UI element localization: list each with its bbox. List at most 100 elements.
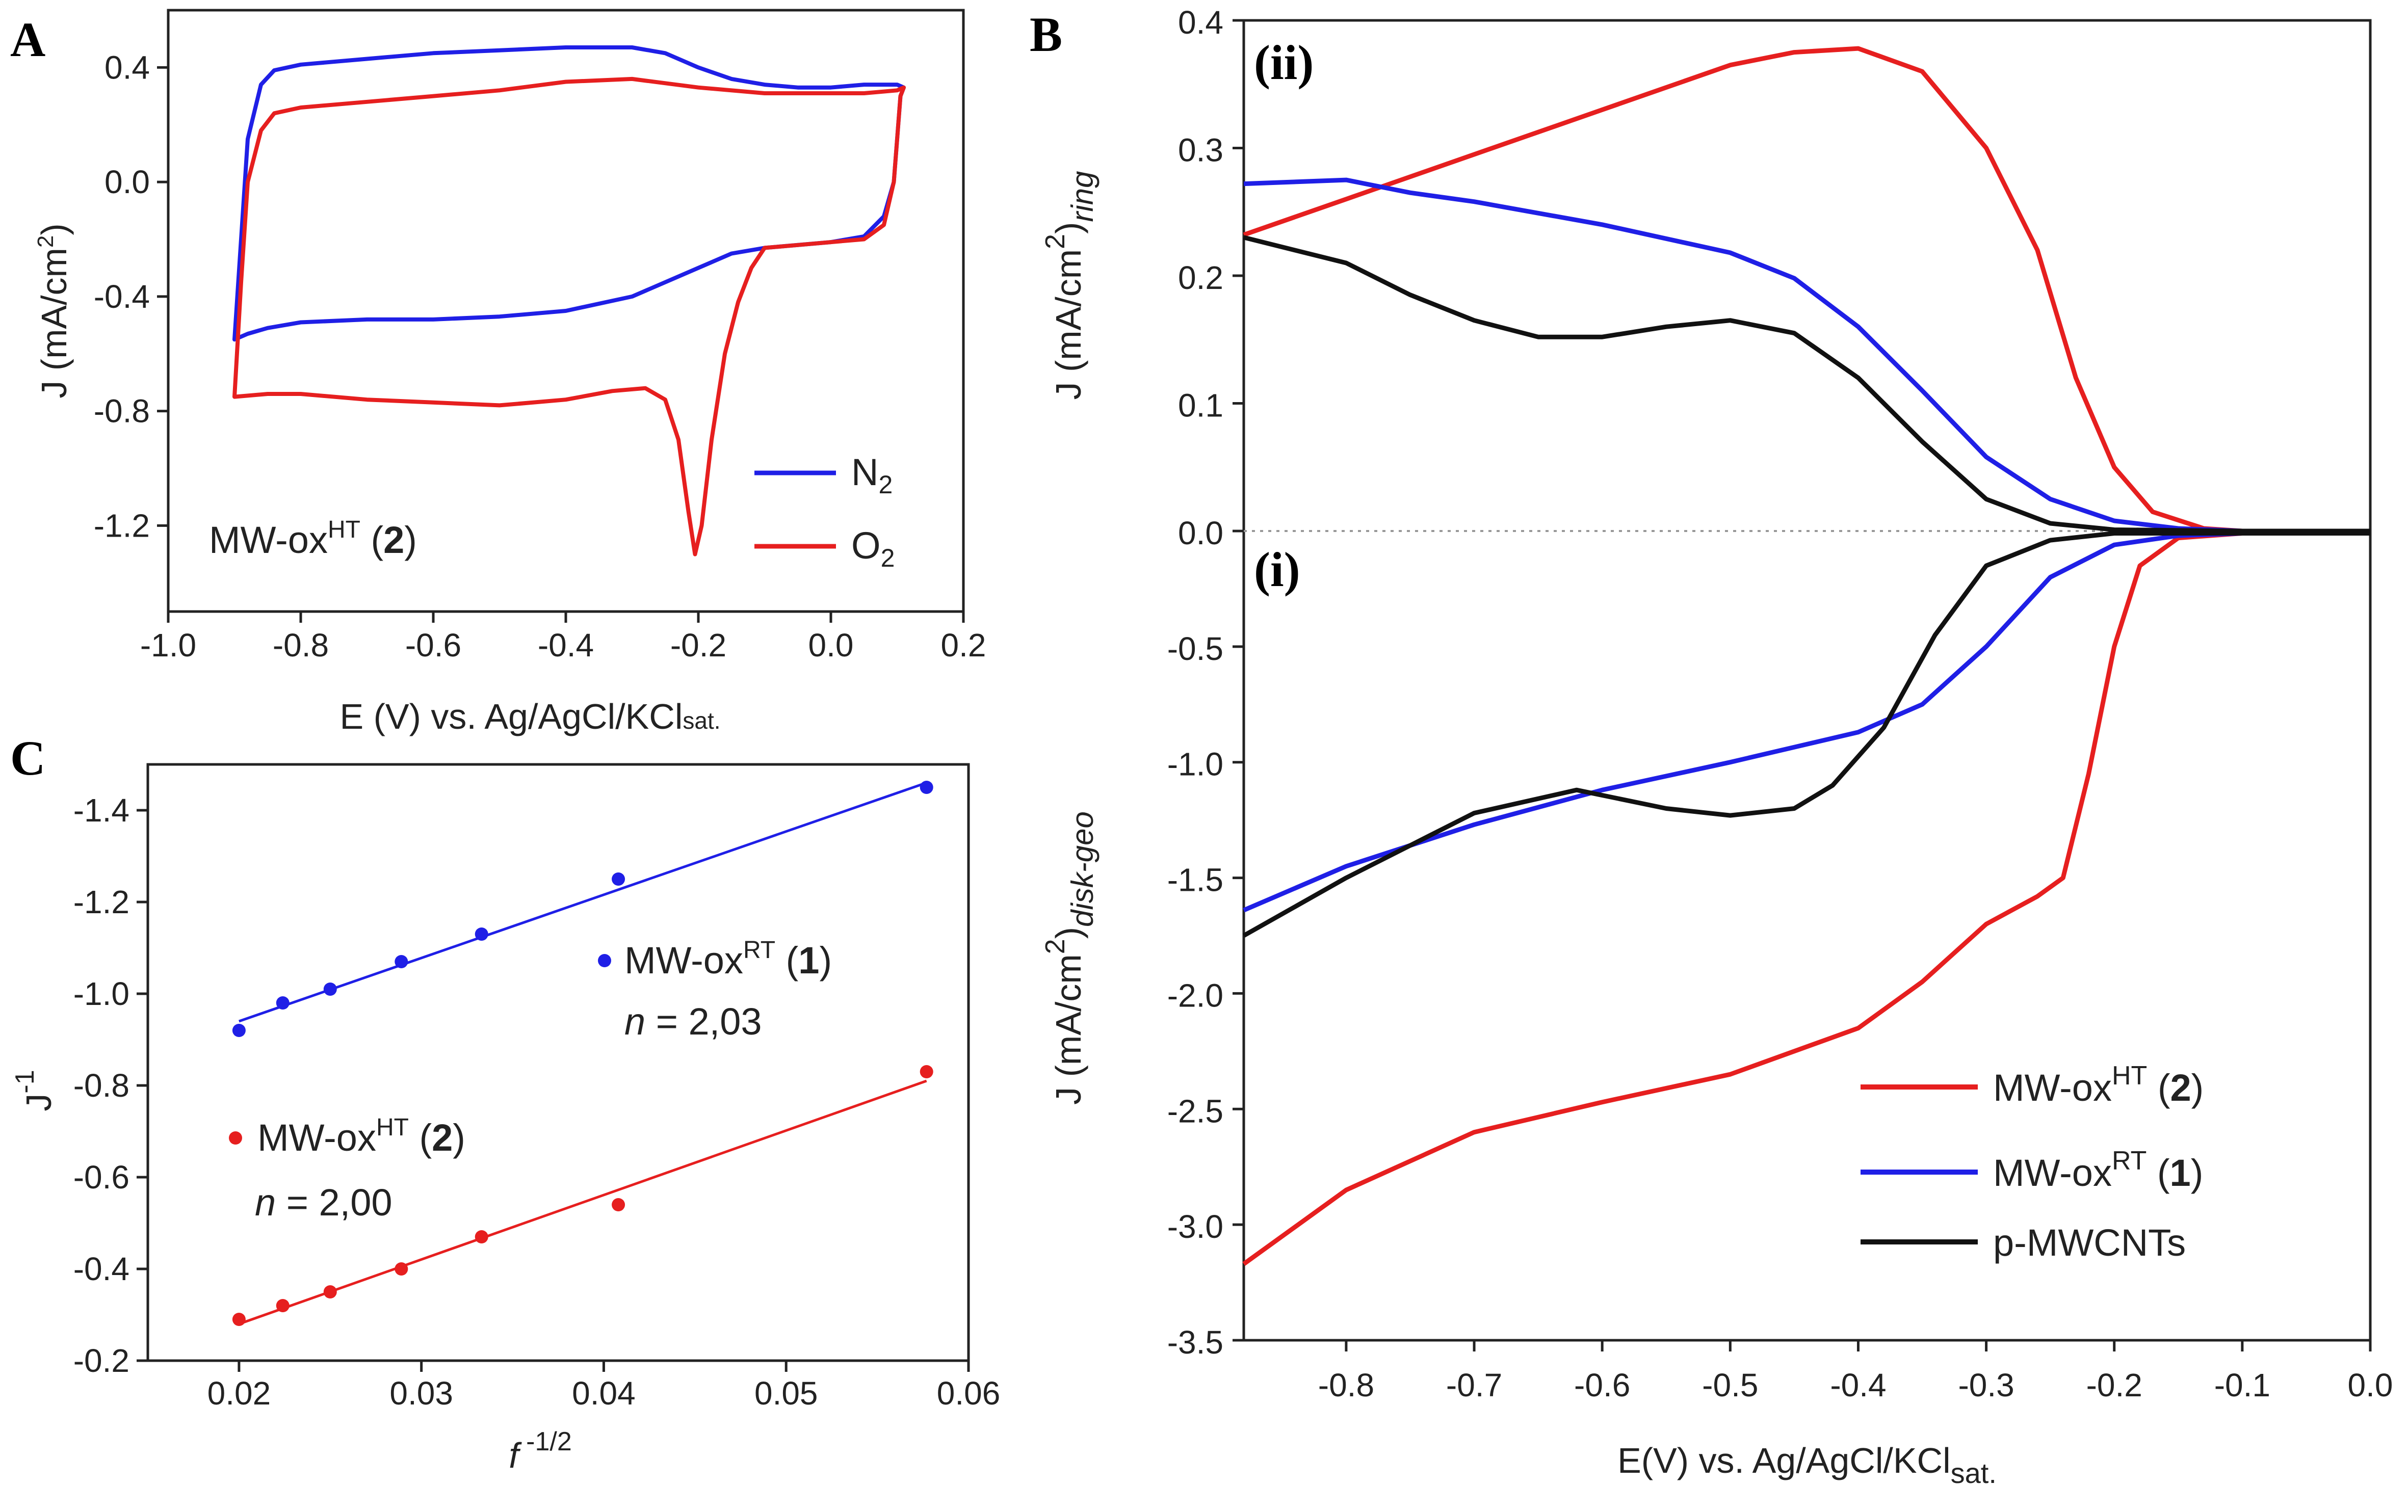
c-ytick-label: -0.4 [73,1251,129,1287]
c-xtick-label: 0.06 [937,1375,1001,1412]
annotation-marker-ht [229,1131,242,1145]
c-ytick-label: -1.2 [73,884,129,920]
panel-b-ylabel-ring: J (mA/cm2)ring [1040,171,1100,400]
b-disk-ytick-label: -2.5 [1167,1093,1223,1129]
b-xtick-label: -0.4 [1830,1367,1886,1403]
b-disk-ytick-label: -3.5 [1167,1324,1223,1361]
legend-label-mwox-rt: MW-oxRT (1) [1993,1146,2203,1194]
panel-a-ticks: -1.0 -0.8 -0.6 -0.4 -0.2 0.0 0.2 0.4 0.0 -0.4 -0.8… [94,49,986,664]
annotation-label-rt: MW-oxRT (1) [624,937,832,982]
panel-a-annotation: MW-oxHT (2) [209,516,417,561]
annotation-label-ht: MW-oxHT (2) [257,1114,465,1159]
a-ytick-label: -0.8 [94,393,150,430]
fit-line-0 [239,781,927,1023]
a-xtick-label: -0.4 [538,627,594,664]
legend-label-pmwcnts: p-MWCNTs [1993,1222,2186,1264]
panel-a-legend: N2 O2 [754,451,895,572]
c-ytick-label: -0.8 [73,1067,129,1104]
annotation-marker-rt [598,954,611,967]
b-disk-ytick-label: -1.0 [1167,746,1223,783]
panel-c: C 0.02 0.03 0.04 0.05 0.06 -1.4 -1.2 -1.0 -0.8 -0… [10,731,1000,1475]
b-xtick-label: 0.0 [2348,1367,2393,1403]
panel-a-ylabel: J (mA/cm2) [33,223,74,398]
c-ytick-label: -1.4 [73,792,129,829]
b-disk-ytick-label: -0.5 [1167,630,1223,667]
panel-c-xlabel: f -1/2 [509,1427,572,1475]
panel-a-label: A [10,12,45,67]
ring-curve-1 [1243,177,2370,534]
panel-c-ticks: 0.02 0.03 0.04 0.05 0.06 -1.4 -1.2 -1.0 -0.8 -0.6… [73,792,1001,1412]
legend-label-mwox-ht: MW-oxHT (2) [1993,1061,2204,1109]
disk-curve-1 [1243,531,2370,913]
panel-b-ylabel-disk: J (mA/cm2)disk-geo [1040,811,1100,1105]
a-ytick-label: -1.2 [94,507,150,544]
panel-a: A -1.0 -0.8 -0.6 -0.4 -0.2 0.0 0.2 0.4 0.0 -0.4 -0… [10,9,986,736]
a-xtick-label: 0.2 [941,627,986,664]
legend-label-o2: O2 [851,524,895,572]
panel-a-curves [232,45,906,556]
b-ring-ytick-label: 0.2 [1178,259,1223,296]
c-xtick-label: 0.05 [754,1375,818,1412]
a-xtick-label: -0.2 [670,627,726,664]
b-xtick-label: -0.6 [1574,1367,1630,1403]
b-xtick-label: -0.3 [1958,1367,2014,1403]
c-ytick-label: -0.6 [73,1159,129,1196]
panel-c-ylabel: J-1 [10,1070,59,1111]
a-ytick-label: 0.4 [104,49,150,86]
panel-a-xlabel: E (V) vs. Ag/AgCl/KClsat. [339,697,720,736]
b-xtick-label: -0.8 [1318,1367,1374,1403]
data-point-1 [276,1299,290,1312]
panel-b-legend: MW-oxHT (2) MW-oxRT (1) p-MWCNTs [1861,1061,2204,1264]
c-xtick-label: 0.02 [207,1375,271,1412]
fit-line-1 [239,1079,927,1325]
b-xtick-label: -0.2 [2086,1367,2142,1403]
c-ytick-label: -1.0 [73,975,129,1012]
b-ring-ytick-label: 0.0 [1178,515,1223,551]
data-point-0 [276,996,290,1010]
data-point-0 [475,927,488,941]
b-ring-ytick-label: 0.3 [1178,132,1223,169]
b-xtick-label: -0.5 [1702,1367,1758,1403]
b-ring-ytick-label: 0.4 [1178,4,1223,41]
data-point-1 [920,1065,933,1078]
panel-b-curves [1242,46,2370,1266]
b-disk-ytick-label: -2.0 [1167,977,1223,1014]
data-point-0 [920,781,933,794]
region-i-label: (i) [1254,542,1300,597]
region-ii-label: (ii) [1254,35,1314,90]
data-point-0 [612,872,625,886]
a-ytick-label: 0.0 [104,164,150,200]
data-point-1 [612,1198,625,1211]
panel-c-points [232,781,933,1326]
a-xtick-label: 0.0 [808,627,854,664]
b-xtick-label: -0.1 [2214,1367,2270,1403]
data-point-0 [323,983,337,996]
annotation-n-rt: n = 2,03 [624,1000,762,1043]
b-ring-ytick-label: 0.1 [1178,387,1223,424]
panel-c-label: C [10,731,45,785]
data-point-1 [475,1230,488,1243]
annotation-n-ht: n = 2,00 [255,1181,392,1224]
ring-curve-0 [1243,46,2370,534]
c-ytick-label: -0.2 [73,1342,129,1379]
data-point-0 [232,1024,246,1037]
cv-curve-o2 [232,76,906,556]
panel-b-xlabel: E(V) vs. Ag/AgCl/KClsat. [1617,1441,1997,1489]
panel-c-frame [146,763,970,1362]
panel-c-annotation-ht: MW-oxHT (2) n = 2,00 [229,1114,465,1224]
a-xtick-label: -0.6 [405,627,461,664]
disk-curve-0 [1242,531,2370,1266]
c-xtick-label: 0.04 [572,1375,636,1412]
b-disk-ytick-label: -1.5 [1167,862,1223,898]
a-xtick-label: -1.0 [140,627,196,664]
panel-b-frame [1242,19,2372,1342]
panel-c-annotation-rt: MW-oxRT (1) n = 2,03 [598,937,832,1043]
panel-b-label: B [1030,7,1062,62]
data-point-0 [395,955,408,968]
b-disk-ytick-label: -3.0 [1167,1208,1223,1245]
panel-b: B -0.8 -0.7 -0.6 -0.5 -0.4 -0.3 -0.2 -0.1 0.0 0.4… [1030,4,2393,1489]
a-ytick-label: -0.4 [94,278,150,315]
ring-curve-2 [1243,235,2370,534]
disk-curve-2 [1242,531,2370,938]
